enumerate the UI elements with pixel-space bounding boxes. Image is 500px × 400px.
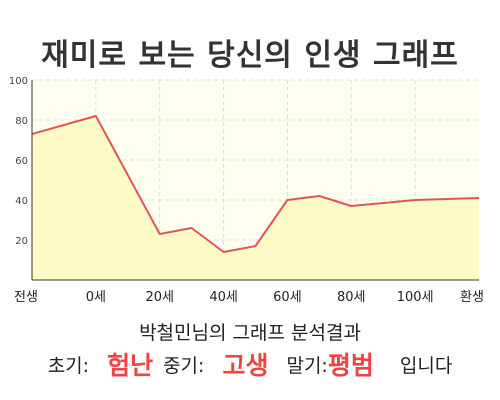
- x-tick-label: 전생: [14, 290, 38, 305]
- x-tick-label: 100세: [397, 290, 434, 305]
- y-tick-label: 80: [15, 116, 28, 127]
- mid-label: 중기:: [163, 354, 205, 377]
- x-tick-label: 0세: [86, 290, 106, 305]
- suffix-text: 입니다: [399, 354, 453, 377]
- y-tick-label: 100: [9, 76, 28, 87]
- late-label: 말기:: [286, 354, 328, 377]
- y-tick-label: 40: [15, 196, 28, 207]
- page-title: 재미로 보는 당신의 인생 그래프: [41, 38, 459, 73]
- x-tick-label: 환생: [460, 290, 484, 305]
- early-value: 험난: [107, 351, 154, 380]
- analysis-heading: 박철민님의 그래프 분석결과: [139, 322, 361, 344]
- x-tick-label: 80세: [337, 290, 366, 305]
- y-tick-label: 60: [15, 156, 28, 167]
- x-tick-label: 20세: [145, 290, 174, 305]
- late-value: 평범: [327, 351, 374, 380]
- x-tick-label: 40세: [209, 290, 238, 305]
- mid-value: 고생: [222, 351, 269, 380]
- series-area: [32, 116, 479, 280]
- analysis-result: 초기: 험난 중기: 고생 말기: 평범 입니다: [0, 346, 500, 382]
- x-tick-label: 60세: [273, 290, 302, 305]
- early-label: 초기:: [47, 354, 90, 377]
- y-tick-label: 20: [15, 236, 28, 247]
